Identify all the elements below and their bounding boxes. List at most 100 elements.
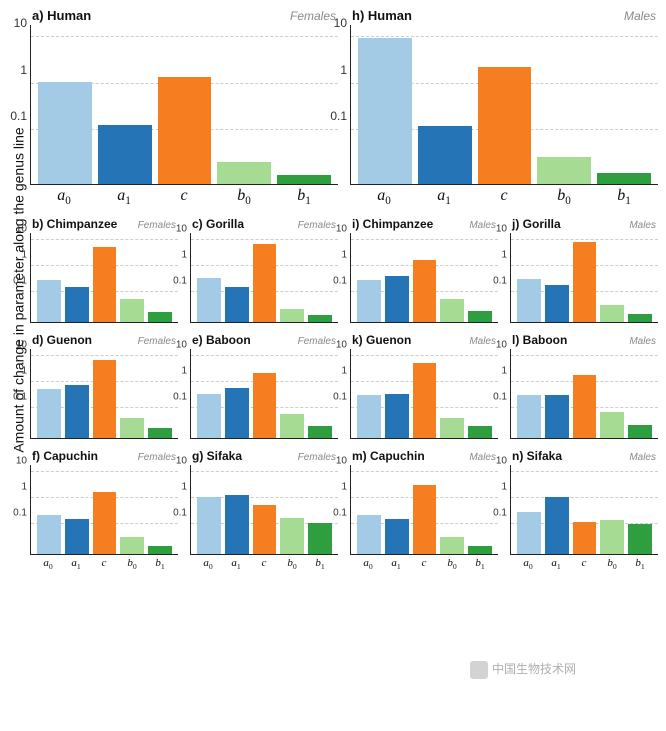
y-tick-label: 10 [334,16,351,30]
y-tick-label: 0.1 [493,276,511,287]
y-tick-label: 0.1 [10,109,31,123]
panel-title: f) Capuchin [32,449,98,463]
y-tick-label: 10 [16,455,31,466]
bars-container [351,233,498,322]
panel-subtitle: Males [629,452,656,463]
bar-b0 [120,418,144,438]
bars-container [511,349,658,438]
panel-title-row: l) Baboon Males [510,333,658,349]
x-tick-label: a1 [94,187,154,207]
bar-a1 [545,395,569,439]
x-tick-label: a0 [514,557,542,571]
x-ticks: a0a1cb0b1 [510,555,658,571]
x-tick-label: b0 [118,557,146,571]
y-tick-label: 10 [176,339,191,350]
panel-subtitle: Females [138,452,176,463]
y-tick-label: 10 [176,455,191,466]
bar-b0 [537,157,591,184]
panel-title-row: d) GuenonFemales [30,333,178,349]
x-tick-label: a0 [34,557,62,571]
bar-a0 [38,82,92,184]
panel-d: d) GuenonFemales0.1110 [30,333,178,439]
plot-area: 0.1110 [190,233,338,323]
panel-subtitle: Males [629,336,656,347]
panel-title-row: c) Gorilla Females [190,217,338,233]
x-tick-label: b1 [594,187,654,207]
bars-container [31,25,338,184]
panel-title: j) Gorilla [512,217,561,231]
panel-m: m) CapuchinMales0.1110a0a1cb0b1 [350,449,498,571]
plot-area: 0.1110 [190,349,338,439]
bar-a1 [545,497,569,554]
panel-subtitle: Females [298,220,336,231]
y-tick-label: 1 [21,365,31,376]
y-tick-label: 1 [341,249,351,260]
bar-b0 [600,412,624,438]
y-tick-label: 10 [336,455,351,466]
panel-k: k) GuenonMales0.1110 [350,333,498,439]
y-tick-label: 0.1 [493,508,511,519]
bar-a1 [225,388,249,438]
bar-c [253,244,277,322]
panel-title: g) Sifaka [192,449,242,463]
panel-subtitle: Females [290,9,336,23]
y-tick-label: 0.1 [173,276,191,287]
bar-c [573,242,597,322]
bar-a1 [385,394,409,438]
panel-title-row: e) BaboonFemales [190,333,338,349]
panel-subtitle: Males [469,220,496,231]
x-tick-label: c [570,557,598,571]
bar-a0 [517,512,541,555]
bar-b1 [148,312,172,322]
bar-b1 [277,175,331,184]
panel-a: a) HumanFemales0.1110a0a1cb0b1 [30,8,338,207]
bar-b1 [308,315,332,322]
bar-c [413,485,437,554]
bar-b1 [628,314,652,322]
panel-title: c) Gorilla [192,217,244,231]
plot-area: 0.1110 [350,233,498,323]
y-axis-label: Amount of change in parameter along the … [11,127,27,452]
bar-a0 [357,395,381,439]
plot-area: 0.1110 [30,349,178,439]
bar-a0 [197,278,221,322]
bar-a0 [197,497,221,554]
panel-e: e) BaboonFemales0.1110 [190,333,338,439]
plot-area: 0.1110 [30,465,178,555]
x-ticks: a0a1cb0b1 [190,555,338,571]
watermark-logo-icon [470,661,488,679]
panel-b: b) ChimpanzeeFemales0.1110 [30,217,178,323]
bar-b0 [280,414,304,438]
y-tick-label: 1 [21,481,31,492]
y-tick-label: 10 [496,339,511,350]
y-tick-label: 1 [181,481,191,492]
bars-container [191,465,338,554]
bars-container [31,349,178,438]
panel-j: j) GorillaMales0.1110 [510,217,658,323]
y-tick-label: 0.1 [493,392,511,403]
y-tick-label: 1 [181,365,191,376]
bar-b1 [628,425,652,438]
panel-title-row: n) SifakaMales [510,449,658,465]
x-tick-label: a1 [62,557,90,571]
y-tick-label: 0.1 [330,109,351,123]
x-tick-label: c [90,557,118,571]
x-tick-label: b1 [466,557,494,571]
bar-a1 [385,276,409,322]
x-tick-label: a0 [354,187,414,207]
panel-title-row: g) SifakaFemales [190,449,338,465]
panel-subtitle: Females [138,220,176,231]
x-tick-label: b0 [214,187,274,207]
panel-subtitle: Males [469,336,496,347]
bar-c [93,492,117,554]
bar-a0 [37,515,61,554]
y-tick-label: 0.1 [173,508,191,519]
x-tick-label: b1 [626,557,654,571]
bar-b1 [148,546,172,555]
bar-b0 [600,305,624,322]
panel-title: i) Chimpanzee [352,217,433,231]
watermark-text: 中国生物技术网 [492,662,576,676]
bar-b1 [597,173,651,184]
panel-c: c) Gorilla Females 0.1110 [190,217,338,323]
panel-title: l) Baboon [512,333,567,347]
